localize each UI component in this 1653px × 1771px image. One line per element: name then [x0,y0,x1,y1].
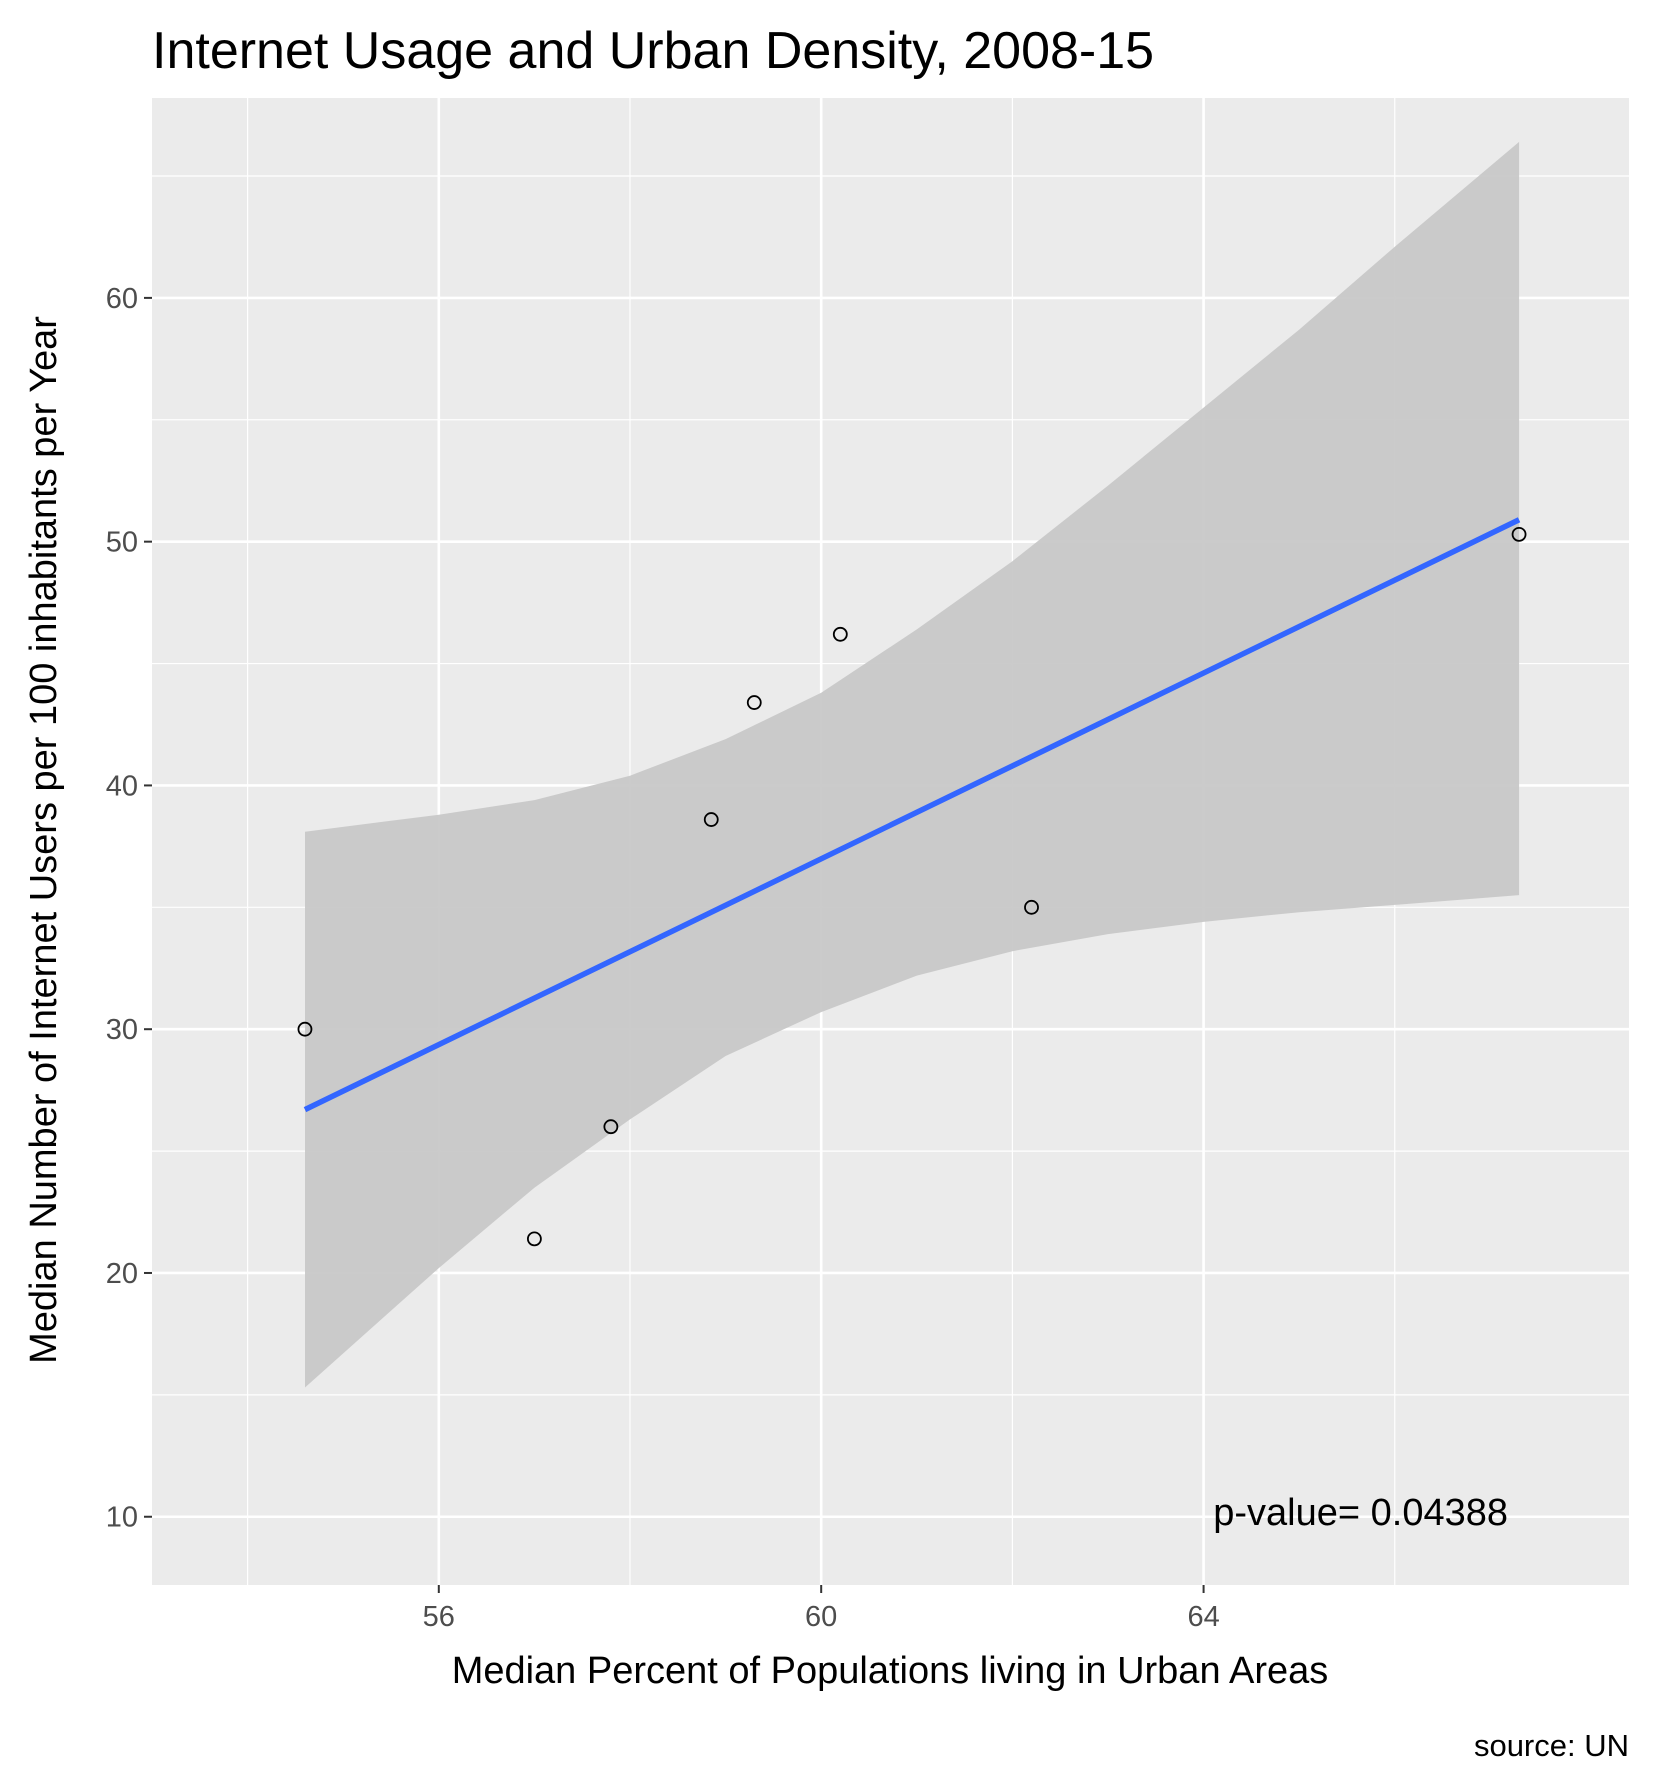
x-tick-label: 56 [423,1601,455,1633]
y-tick-label: 30 [106,1014,138,1046]
data-point [526,1231,542,1247]
fit-line-layer [303,517,1521,1113]
data-point [1511,526,1527,542]
y-tick-label: 60 [106,283,138,315]
y-tick-label: 50 [106,527,138,559]
y-axis-ticks: 10 20 30 40 50 60 [106,283,152,1534]
confidence-band-layer [305,141,1520,1388]
y-tick-label: 20 [106,1258,138,1290]
data-point [603,1119,619,1135]
y-tick-label: 40 [106,770,138,802]
data-point [703,812,719,827]
y-axis-title: Median Number of Internet Users per 100 … [23,316,65,1364]
confidence-band [305,141,1520,1388]
x-tick-label: 64 [1187,1601,1219,1633]
data-point [746,695,762,710]
points-layer [297,526,1527,1247]
data-point [1024,899,1039,915]
p-value-annotation: p-value= 0.04388 [1213,1492,1508,1534]
x-axis-title: Median Percent of Populations living in … [452,1650,1329,1692]
chart-title: Internet Usage and Urban Density, 2008-1… [152,22,1154,80]
x-axis-ticks: 56 60 64 [423,1585,1220,1633]
source-caption: source: UN [1474,1728,1629,1763]
data-point [297,1021,313,1037]
x-tick-label: 60 [805,1601,837,1633]
data-point [832,626,848,642]
y-tick-label: 10 [106,1502,138,1534]
fit-line [303,517,1521,1113]
